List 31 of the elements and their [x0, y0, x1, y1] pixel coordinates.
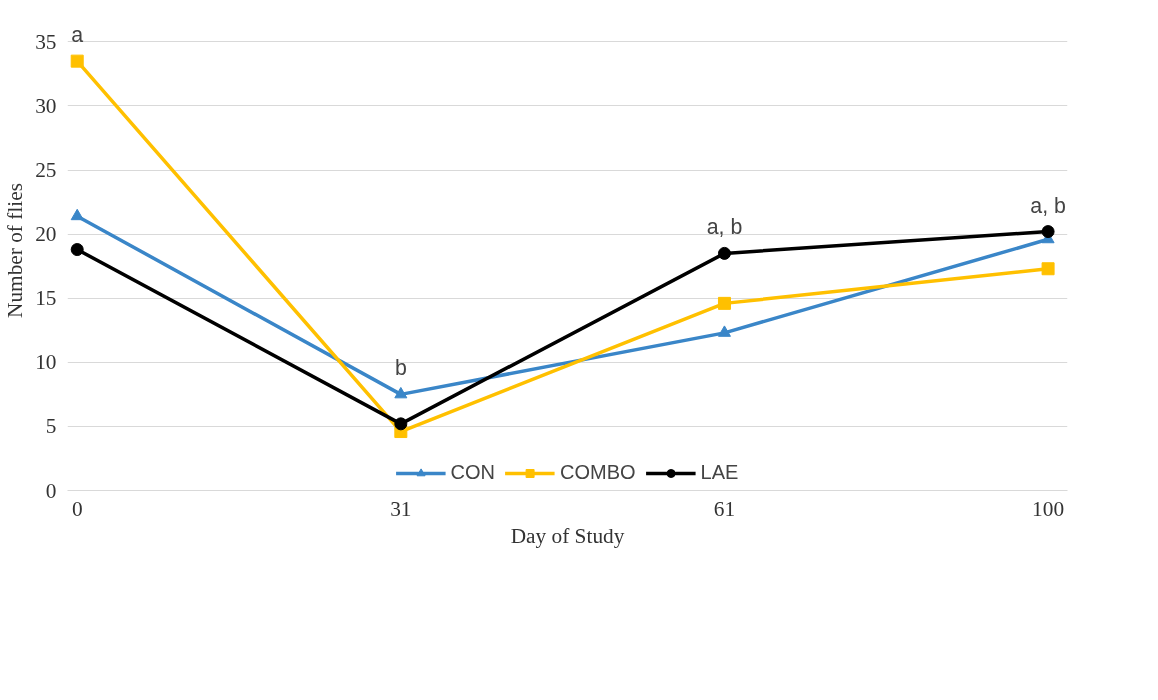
point: [394, 386, 408, 399]
legend-label: CON: [450, 461, 496, 484]
y-tick-label: 5: [45, 414, 57, 439]
annotation: a, b: [1030, 193, 1066, 218]
point: [70, 54, 84, 68]
y-tick-label: 35: [35, 29, 57, 54]
legend-label: LAE: [700, 461, 739, 484]
x-axis-title: Day of Study: [510, 523, 625, 548]
annotation: a, b: [706, 215, 743, 240]
point: [717, 325, 731, 337]
y-tick-label: 0: [45, 478, 57, 503]
y-axis-title: Number of flies: [3, 182, 28, 319]
y-tick-label: 10: [35, 350, 57, 375]
annotation: b: [394, 356, 407, 381]
annotation: a: [71, 23, 84, 48]
point: [1041, 262, 1055, 276]
point: [717, 296, 731, 310]
point: [1041, 225, 1055, 239]
y-tick-label: 20: [35, 222, 57, 247]
y-tick-label: 30: [35, 93, 57, 118]
legend-label: COMBO: [560, 461, 636, 484]
x-tick-label: 0: [71, 496, 83, 521]
x-tick-label: 61: [713, 496, 736, 521]
point: [70, 243, 84, 257]
point: [70, 208, 84, 221]
x-tick-label: 31: [390, 496, 412, 521]
y-tick-label: 25: [35, 158, 57, 183]
x-tick-label: 100: [1032, 496, 1065, 521]
point: [717, 246, 731, 260]
point: [394, 417, 408, 431]
y-tick-label: 15: [35, 286, 57, 311]
